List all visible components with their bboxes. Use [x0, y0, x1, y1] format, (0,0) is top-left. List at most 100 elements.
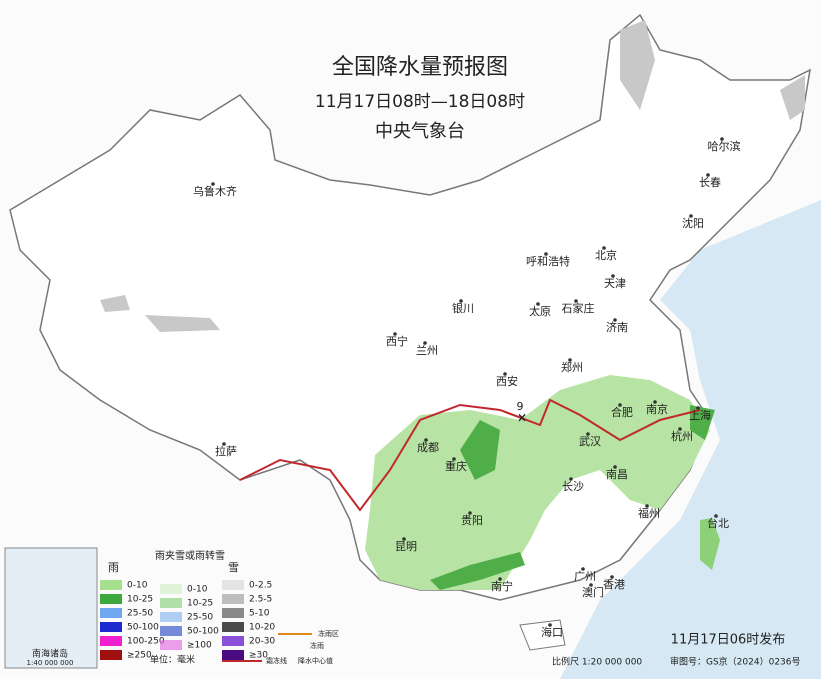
legend-label: ≥100: [187, 641, 212, 651]
city-dot: [536, 302, 540, 306]
city-dot: [468, 511, 472, 515]
legend-label: 50-100: [127, 623, 159, 633]
city-label: 石家庄: [562, 301, 595, 315]
city-dot: [581, 567, 585, 571]
city-dot: [211, 182, 215, 186]
city-label: 成都: [417, 441, 439, 454]
city-dot: [689, 214, 693, 218]
city-dot: [498, 577, 502, 581]
legend-swatch: [100, 622, 122, 632]
city-dot: [613, 465, 617, 469]
legend-swatch: [222, 650, 244, 660]
city-dot: [569, 477, 573, 481]
city-label: 澳门: [582, 585, 604, 599]
city-label: 长春: [699, 176, 721, 189]
city-dot: [696, 406, 700, 410]
city-label: 福州: [638, 506, 660, 520]
inset-title: 南海诸岛: [32, 648, 68, 660]
map-org: 中央气象台: [375, 121, 465, 142]
city-label: 天津: [604, 277, 626, 290]
city-label: 郑州: [561, 360, 583, 374]
legend-swatch: [160, 598, 182, 608]
city-label: 北京: [595, 248, 617, 262]
inset-scale: 1:40 000 000: [27, 659, 74, 667]
scale: 比例尺 1:20 000 000: [552, 656, 642, 668]
legend-swatch: [160, 612, 182, 622]
city-label: 哈尔滨: [708, 139, 741, 153]
city-label: 海口: [541, 625, 563, 639]
frost-line: [239, 398, 701, 512]
city-label: 乌鲁木齐: [193, 184, 237, 198]
city-dot: [574, 299, 578, 303]
city-label: 南京: [646, 402, 668, 416]
city-label: 重庆: [445, 459, 467, 473]
city-label: 西安: [496, 374, 518, 388]
city-dot: [714, 514, 718, 518]
legend-unit: 单位：毫米: [150, 654, 195, 666]
city-dot: [589, 583, 593, 587]
legend-label: 0-10: [187, 585, 208, 595]
city-label: 呼和浩特: [526, 254, 570, 268]
city-dot: [611, 274, 615, 278]
legend-label: 冻雨: [310, 641, 324, 650]
legend-title: 雨: [108, 561, 119, 574]
legend-swatch: [100, 608, 122, 618]
legend-label: 10-20: [249, 623, 275, 633]
city-dot: [720, 137, 724, 141]
legend-label: 20-30: [249, 637, 275, 647]
legend-label: 100-250: [127, 637, 165, 647]
city-label: 广州: [574, 570, 596, 583]
city-dot: [402, 537, 406, 541]
city-dot: [586, 432, 590, 436]
city-dot: [393, 332, 397, 336]
city-dot: [602, 246, 606, 250]
legend-label: 5-10: [249, 609, 270, 619]
city-label: 沈阳: [682, 216, 704, 230]
legend-label: 10-25: [127, 595, 153, 605]
city-label: 济南: [606, 320, 628, 334]
legend-label: 降水中心值: [298, 656, 333, 665]
city-dot: [544, 252, 548, 256]
taiwan-rain: [700, 518, 720, 570]
city-label: 长沙: [562, 480, 584, 493]
city-dot: [452, 457, 456, 461]
legend-swatch: [222, 594, 244, 604]
city-label: 太原: [529, 305, 551, 318]
city-label: 贵阳: [461, 514, 483, 527]
city-label: 香港: [603, 578, 625, 591]
center-value: 9: [517, 400, 524, 413]
city-dot: [503, 372, 507, 376]
legend-swatch: [222, 636, 244, 646]
city-dot: [706, 173, 710, 177]
legend-swatch: [100, 594, 122, 604]
legend-label: ≥250: [127, 651, 152, 661]
legend-label: 0-10: [127, 581, 148, 591]
legend-label: 25-50: [127, 609, 153, 619]
city-label: 南宁: [491, 579, 513, 593]
review: 审图号：GS京（2024）0236号: [670, 656, 801, 668]
city-dot: [548, 623, 552, 627]
legend-label: 25-50: [187, 613, 213, 623]
legend-title: 雨夹雪或雨转雪: [155, 549, 225, 562]
sea: [560, 200, 821, 679]
legend-label: 冻雨区: [318, 629, 339, 638]
city-label: 合肥: [611, 405, 633, 419]
city-dot: [613, 318, 617, 322]
city-label: 兰州: [416, 344, 438, 357]
legend-swatch: [160, 640, 182, 650]
city-dot: [568, 358, 572, 362]
city-dot: [610, 575, 614, 579]
city-label: 南昌: [606, 468, 628, 481]
city-label: 拉萨: [215, 444, 237, 458]
hainan: [519, 619, 566, 651]
legend-label: 10-25: [187, 599, 213, 609]
city-dot: [423, 341, 427, 345]
legend-swatch: [160, 626, 182, 636]
legend-label: ≥30: [249, 651, 268, 661]
center-mark: ×: [517, 411, 527, 425]
legend-swatch: [100, 650, 122, 660]
legend-title: 雪: [228, 561, 239, 574]
legend-swatch: [160, 584, 182, 594]
city-label: 上海: [689, 408, 711, 422]
